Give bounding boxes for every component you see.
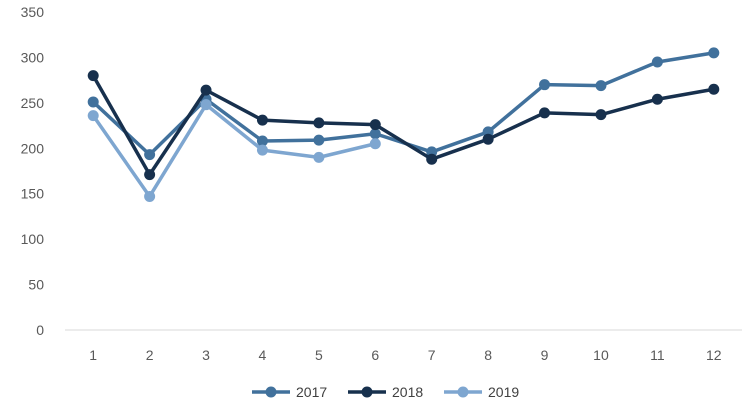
y-tick-label: 300: [21, 49, 45, 65]
data-point: [426, 153, 438, 165]
x-tick-label: 4: [259, 347, 267, 363]
y-tick-label: 250: [21, 95, 45, 111]
y-tick-label: 200: [21, 140, 45, 156]
legend-marker: [457, 386, 469, 398]
data-point: [708, 47, 720, 59]
y-axis-tick-labels: 0 50 100 150 200 250 300 350: [21, 4, 45, 338]
y-tick-label: 150: [21, 186, 45, 202]
x-tick-label: 7: [428, 347, 436, 363]
x-tick-label: 6: [371, 347, 379, 363]
legend-item: 2017: [252, 384, 327, 400]
data-point: [256, 135, 268, 147]
data-point: [369, 119, 381, 131]
data-point: [539, 79, 551, 91]
y-tick-label: 0: [36, 322, 44, 338]
data-point: [651, 93, 663, 105]
data-point: [313, 117, 325, 129]
data-point: [595, 109, 607, 121]
data-point: [144, 169, 156, 181]
data-point: [144, 149, 156, 161]
data-point: [708, 83, 720, 95]
series-2019: [87, 99, 381, 202]
legend-item: 2019: [444, 384, 519, 400]
x-tick-label: 5: [315, 347, 323, 363]
data-point: [200, 99, 212, 111]
data-point: [87, 70, 99, 82]
data-point: [651, 56, 663, 68]
chart-legend: 2017 2018 2019: [252, 384, 519, 400]
data-point: [144, 190, 156, 202]
x-axis-tick-labels: 1 2 3 4 5 6 7 8 9 10 11 12: [89, 347, 721, 363]
series-2018: [87, 70, 720, 181]
legend-label: 2017: [296, 384, 327, 400]
y-tick-label: 350: [21, 4, 45, 20]
data-point: [200, 84, 212, 96]
data-point: [87, 110, 99, 122]
x-tick-label: 8: [484, 347, 492, 363]
x-tick-label: 2: [146, 347, 154, 363]
data-point: [369, 128, 381, 140]
series-line: [91, 102, 378, 199]
x-tick-label: 12: [706, 347, 722, 363]
data-point: [539, 107, 551, 119]
data-point: [482, 133, 494, 145]
series-lines: [87, 47, 720, 202]
data-point: [313, 151, 325, 163]
data-point: [256, 114, 268, 126]
legend-marker: [265, 386, 277, 398]
data-point: [595, 80, 607, 92]
x-tick-label: 11: [650, 347, 665, 363]
x-tick-label: 10: [593, 347, 609, 363]
x-tick-label: 3: [202, 347, 210, 363]
data-point: [313, 134, 325, 146]
series-line: [91, 73, 716, 177]
legend-label: 2019: [488, 384, 519, 400]
legend-item: 2018: [348, 384, 423, 400]
x-tick-label: 9: [541, 347, 549, 363]
legend-label: 2018: [392, 384, 423, 400]
data-point: [369, 138, 381, 150]
data-point: [87, 96, 99, 108]
y-tick-label: 50: [28, 277, 44, 293]
y-tick-label: 100: [21, 231, 45, 247]
x-tick-label: 1: [89, 347, 97, 363]
data-point: [256, 144, 268, 156]
legend-marker: [361, 386, 373, 398]
